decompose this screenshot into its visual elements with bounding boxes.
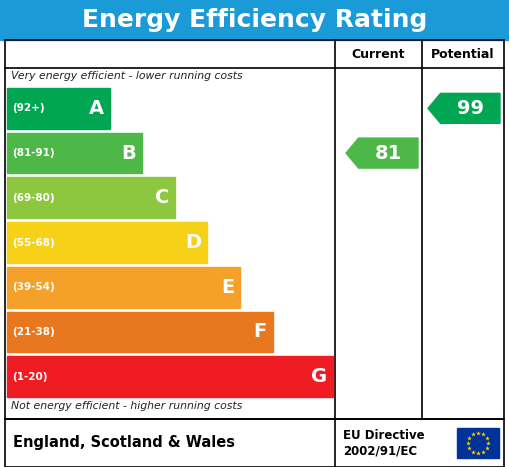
Text: G: G bbox=[311, 367, 327, 386]
Text: B: B bbox=[122, 143, 136, 163]
Text: 81: 81 bbox=[375, 143, 402, 163]
Text: England, Scotland & Wales: England, Scotland & Wales bbox=[13, 436, 235, 451]
Bar bbox=[5, 40, 504, 419]
Text: E: E bbox=[221, 278, 234, 297]
Text: C: C bbox=[155, 188, 169, 207]
Bar bbox=[5, 419, 504, 467]
Text: F: F bbox=[253, 322, 267, 341]
Bar bbox=[7, 222, 208, 263]
Bar bbox=[7, 177, 175, 218]
Bar bbox=[7, 267, 240, 308]
Text: Energy Efficiency Rating: Energy Efficiency Rating bbox=[82, 8, 427, 32]
Bar bbox=[457, 428, 499, 458]
Text: D: D bbox=[185, 233, 202, 252]
Polygon shape bbox=[346, 138, 418, 168]
Text: EU Directive
2002/91/EC: EU Directive 2002/91/EC bbox=[343, 429, 425, 457]
Text: (55-68): (55-68) bbox=[12, 238, 55, 248]
Text: 99: 99 bbox=[457, 99, 484, 118]
Text: (81-91): (81-91) bbox=[12, 148, 54, 158]
Text: (69-80): (69-80) bbox=[12, 193, 54, 203]
Bar bbox=[7, 88, 110, 129]
Text: (92+): (92+) bbox=[12, 103, 45, 113]
Text: Current: Current bbox=[352, 48, 405, 61]
Polygon shape bbox=[428, 93, 500, 123]
Text: (1-20): (1-20) bbox=[12, 372, 47, 382]
Bar bbox=[0, 0, 509, 40]
Text: Potential: Potential bbox=[431, 48, 495, 61]
Text: (39-54): (39-54) bbox=[12, 282, 55, 292]
Bar bbox=[7, 356, 333, 397]
Bar bbox=[7, 133, 143, 173]
Text: (21-38): (21-38) bbox=[12, 327, 55, 337]
Text: Very energy efficient - lower running costs: Very energy efficient - lower running co… bbox=[11, 71, 243, 81]
Bar bbox=[7, 311, 273, 352]
Text: Not energy efficient - higher running costs: Not energy efficient - higher running co… bbox=[11, 401, 242, 411]
Text: A: A bbox=[89, 99, 104, 118]
